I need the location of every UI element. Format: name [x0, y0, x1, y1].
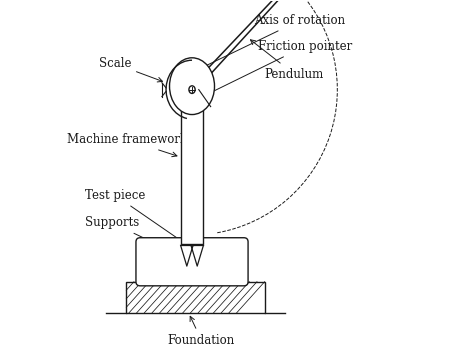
Text: Machine framework: Machine framework [67, 133, 188, 157]
Text: Friction pointer: Friction pointer [208, 40, 352, 94]
Bar [126, 282, 264, 313]
Text: Axis of rotation: Axis of rotation [202, 14, 346, 67]
Bar [181, 98, 203, 244]
Text: Pendulum: Pendulum [250, 40, 324, 81]
Text: Foundation: Foundation [168, 316, 235, 346]
Text: Test piece: Test piece [85, 189, 187, 245]
FancyBboxPatch shape [136, 238, 248, 286]
Text: Supports: Supports [85, 216, 185, 258]
Ellipse shape [170, 58, 215, 114]
Text: Striking edge: Striking edge [0, 350, 1, 351]
Ellipse shape [189, 86, 195, 93]
Text: Scale: Scale [99, 57, 163, 82]
